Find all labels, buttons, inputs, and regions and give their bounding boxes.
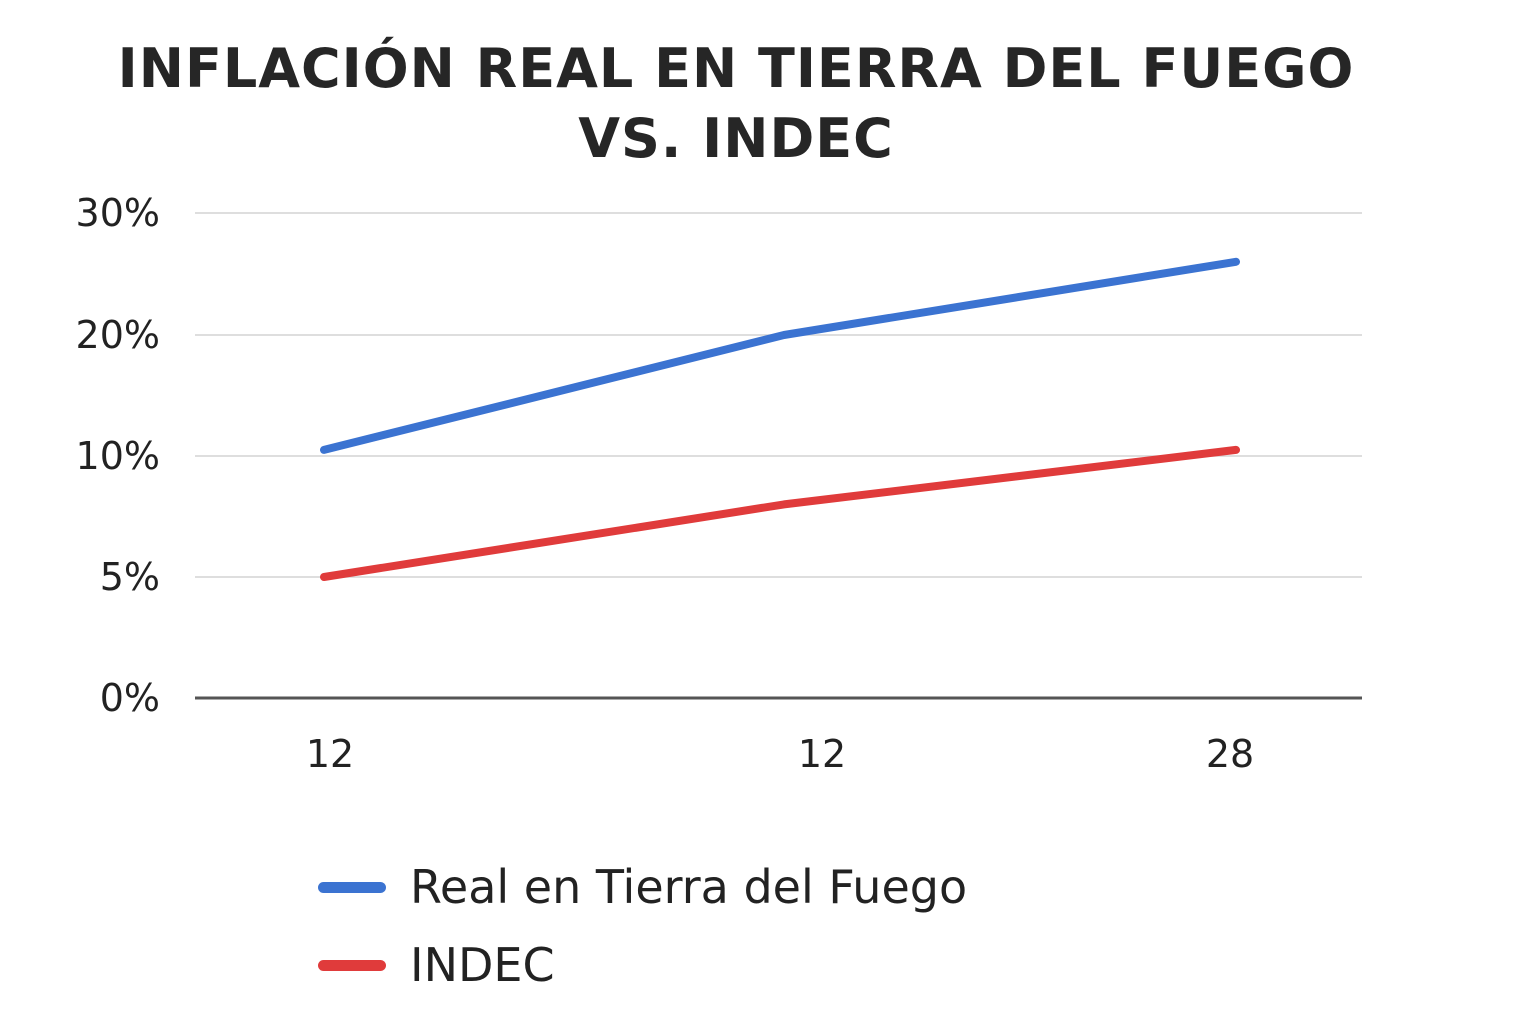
legend-item-real: Real en Tierra del Fuego bbox=[318, 848, 967, 926]
series-line-real bbox=[320, 257, 1240, 454]
y-tick-label: 10% bbox=[76, 434, 160, 478]
x-tick-label: 28 bbox=[1206, 732, 1254, 776]
y-tick-label: 20% bbox=[76, 313, 160, 357]
chart-title-line-1: INFLACIÓN REAL EN TIERRA DEL FUEGO bbox=[117, 37, 1355, 100]
legend: Real en Tierra del Fuego INDEC bbox=[318, 848, 967, 1004]
series-lines bbox=[320, 257, 1240, 581]
chart-title-line-2: VS. INDEC bbox=[578, 107, 894, 170]
series-line-indec bbox=[320, 445, 1240, 581]
x-tick-label: 12 bbox=[306, 732, 354, 776]
chart-title: INFLACIÓN REAL EN TIERRA DEL FUEGO VS. I… bbox=[0, 34, 1472, 174]
x-tick-label: 12 bbox=[798, 732, 846, 776]
y-axis-ticks: 0% 5% 10% 20% 30% bbox=[76, 191, 160, 720]
y-tick-label: 30% bbox=[76, 191, 160, 235]
legend-item-indec: INDEC bbox=[318, 926, 967, 1004]
y-tick-label: 0% bbox=[100, 676, 160, 720]
y-tick-label: 5% bbox=[100, 555, 160, 599]
legend-label-indec: INDEC bbox=[410, 938, 555, 992]
legend-swatch-real bbox=[318, 881, 386, 893]
x-axis-ticks: 12 12 28 bbox=[306, 732, 1254, 776]
legend-label-real: Real en Tierra del Fuego bbox=[410, 860, 968, 914]
legend-swatch-indec bbox=[318, 959, 386, 971]
